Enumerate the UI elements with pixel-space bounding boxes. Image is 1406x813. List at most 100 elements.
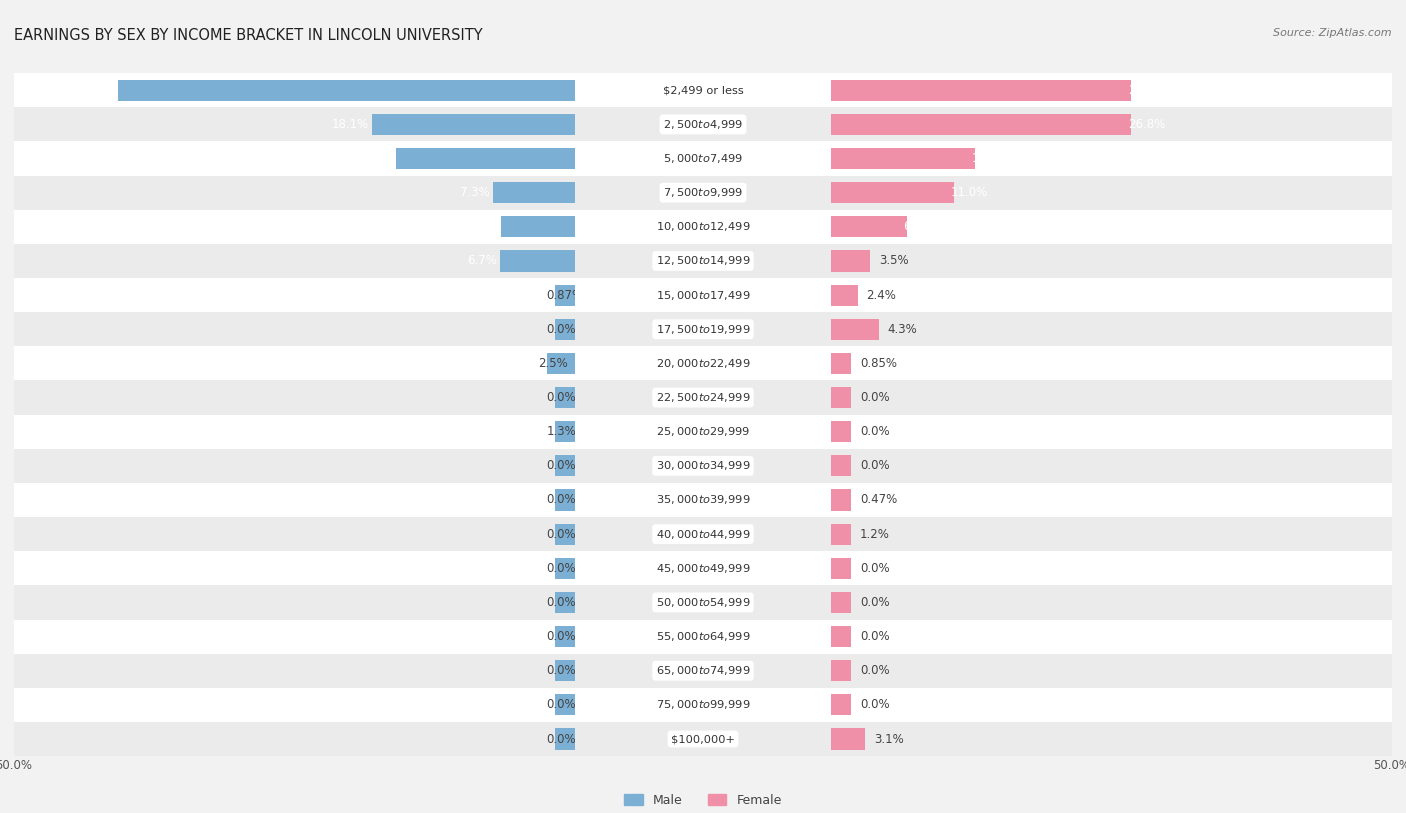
Bar xyxy=(575,210,831,244)
Text: 18.1%: 18.1% xyxy=(332,118,368,131)
Text: 26.8%: 26.8% xyxy=(1128,84,1166,97)
Bar xyxy=(118,80,575,101)
Bar xyxy=(575,244,831,278)
Text: $25,000 to $29,999: $25,000 to $29,999 xyxy=(655,425,751,438)
Text: 0.0%: 0.0% xyxy=(860,391,890,404)
Text: 0.0%: 0.0% xyxy=(860,562,890,575)
Bar xyxy=(831,353,851,374)
Bar xyxy=(555,694,575,715)
Text: 4.3%: 4.3% xyxy=(887,323,918,336)
Bar xyxy=(575,380,831,415)
Text: 0.0%: 0.0% xyxy=(860,630,890,643)
Bar xyxy=(547,353,575,374)
Bar xyxy=(575,722,831,756)
Bar xyxy=(14,73,575,107)
Bar xyxy=(831,387,851,408)
Text: 0.47%: 0.47% xyxy=(860,493,897,506)
Text: $45,000 to $49,999: $45,000 to $49,999 xyxy=(655,562,751,575)
Text: 0.0%: 0.0% xyxy=(860,596,890,609)
Bar xyxy=(831,216,907,237)
Bar xyxy=(831,107,1392,141)
Bar xyxy=(14,415,575,449)
Text: 1.3%: 1.3% xyxy=(546,425,576,438)
Bar xyxy=(831,558,851,579)
Bar xyxy=(14,722,575,756)
Text: $75,000 to $99,999: $75,000 to $99,999 xyxy=(655,698,751,711)
Bar xyxy=(14,654,575,688)
Bar xyxy=(555,455,575,476)
Bar xyxy=(575,107,831,141)
Text: Source: ZipAtlas.com: Source: ZipAtlas.com xyxy=(1274,28,1392,38)
Text: $10,000 to $12,499: $10,000 to $12,499 xyxy=(655,220,751,233)
Bar xyxy=(831,210,1392,244)
Bar xyxy=(373,114,575,135)
Text: $15,000 to $17,499: $15,000 to $17,499 xyxy=(655,289,751,302)
Bar xyxy=(555,524,575,545)
Bar xyxy=(831,285,858,306)
Bar xyxy=(831,73,1392,107)
Text: $7,500 to $9,999: $7,500 to $9,999 xyxy=(664,186,742,199)
Bar xyxy=(831,660,851,681)
Text: $55,000 to $64,999: $55,000 to $64,999 xyxy=(655,630,751,643)
Text: 0.0%: 0.0% xyxy=(860,664,890,677)
Bar xyxy=(555,660,575,681)
Bar xyxy=(14,551,575,585)
Bar xyxy=(831,278,1392,312)
Text: $35,000 to $39,999: $35,000 to $39,999 xyxy=(655,493,751,506)
Bar xyxy=(555,626,575,647)
Bar xyxy=(575,551,831,585)
Text: 6.7%: 6.7% xyxy=(467,254,496,267)
Text: 0.0%: 0.0% xyxy=(546,493,576,506)
Bar xyxy=(831,654,1392,688)
Text: 0.87%: 0.87% xyxy=(546,289,583,302)
Bar xyxy=(555,319,575,340)
Text: $100,000+: $100,000+ xyxy=(671,734,735,744)
Bar xyxy=(575,585,831,620)
Text: 0.0%: 0.0% xyxy=(860,698,890,711)
Bar xyxy=(502,216,575,237)
Text: 0.0%: 0.0% xyxy=(860,425,890,438)
Bar xyxy=(555,592,575,613)
Text: 2.5%: 2.5% xyxy=(538,357,568,370)
Bar xyxy=(575,688,831,722)
Text: 0.0%: 0.0% xyxy=(546,459,576,472)
Bar xyxy=(575,654,831,688)
Bar xyxy=(14,449,575,483)
Bar xyxy=(14,107,575,141)
Text: 3.5%: 3.5% xyxy=(879,254,908,267)
Bar xyxy=(501,250,575,272)
Bar xyxy=(575,415,831,449)
Bar xyxy=(831,176,1392,210)
Text: 0.0%: 0.0% xyxy=(546,630,576,643)
Bar xyxy=(831,421,851,442)
Text: 0.85%: 0.85% xyxy=(860,357,897,370)
Bar xyxy=(831,148,976,169)
Bar xyxy=(575,73,831,107)
Bar xyxy=(14,585,575,620)
Bar xyxy=(831,592,851,613)
Text: $22,500 to $24,999: $22,500 to $24,999 xyxy=(655,391,751,404)
Text: 3.1%: 3.1% xyxy=(875,733,904,746)
Text: 6.8%: 6.8% xyxy=(904,220,934,233)
Text: $2,500 to $4,999: $2,500 to $4,999 xyxy=(664,118,742,131)
Bar xyxy=(831,585,1392,620)
Text: 0.0%: 0.0% xyxy=(546,664,576,677)
Bar xyxy=(14,312,575,346)
Bar xyxy=(831,626,851,647)
Bar xyxy=(575,483,831,517)
Bar xyxy=(14,620,575,654)
Text: $2,499 or less: $2,499 or less xyxy=(662,85,744,95)
Text: $17,500 to $19,999: $17,500 to $19,999 xyxy=(655,323,751,336)
Text: $12,500 to $14,999: $12,500 to $14,999 xyxy=(655,254,751,267)
Bar xyxy=(14,278,575,312)
Bar xyxy=(831,244,1392,278)
Text: $20,000 to $22,499: $20,000 to $22,499 xyxy=(655,357,751,370)
Bar xyxy=(14,141,575,176)
Bar xyxy=(831,722,1392,756)
Bar xyxy=(575,176,831,210)
Text: 11.0%: 11.0% xyxy=(950,186,988,199)
Text: 26.8%: 26.8% xyxy=(1128,118,1166,131)
Bar xyxy=(14,210,575,244)
Bar xyxy=(575,278,831,312)
Bar xyxy=(575,517,831,551)
